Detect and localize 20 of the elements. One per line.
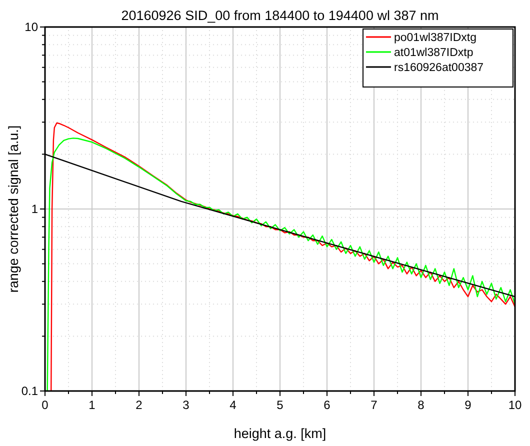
x-tick-label: 2: [136, 398, 143, 412]
chart-title: 20160926 SID_00 from 184400 to 194400 wl 387 nm: [121, 8, 439, 23]
x-tick-label: 6: [324, 398, 331, 412]
x-tick-label: 0: [42, 398, 49, 412]
x-tick-label: 7: [370, 398, 378, 412]
x-tick-label: 5: [276, 398, 284, 412]
legend-label: po01wl387IDxtg: [394, 32, 476, 44]
y-tick-label: 1: [31, 202, 38, 216]
y-axis-title: range corrected signal [a.u.]: [6, 125, 21, 293]
x-tick-label: 3: [182, 398, 190, 412]
x-tick-label: 1: [88, 398, 96, 412]
x-tick-label: 9: [464, 398, 472, 412]
x-axis-title: height a.g. [km]: [234, 426, 326, 441]
x-tick-label: 8: [418, 398, 425, 412]
legend-label: rs160926at00387: [394, 62, 484, 74]
legend-label: at01wl387IDxtp: [394, 47, 474, 59]
x-tick-label: 4: [230, 398, 237, 412]
y-tick-label: 0.1: [21, 384, 38, 398]
y-tick-label: 10: [24, 20, 38, 34]
x-tick-label: 10: [508, 398, 522, 412]
